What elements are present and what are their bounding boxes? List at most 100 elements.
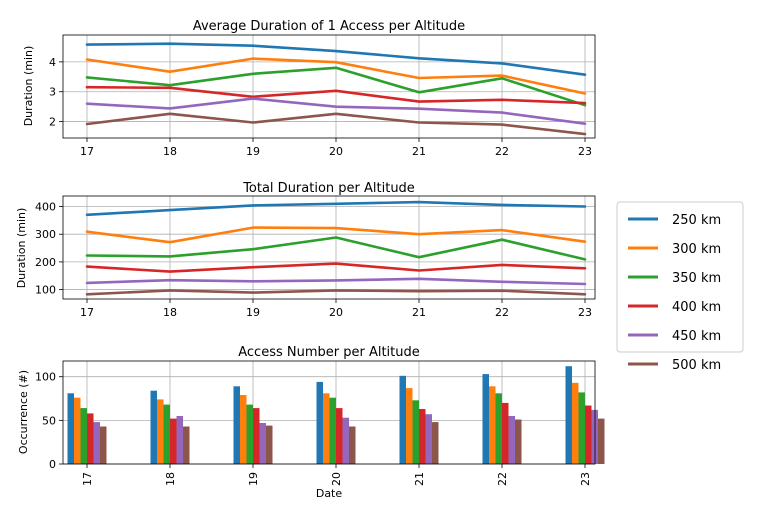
bar-350-km [80,408,87,464]
bar-450-km [93,422,100,464]
series-line-400-km [85,262,587,273]
y-tick-label: 100 [35,371,56,384]
bar-250-km [399,375,406,464]
x-tick-label: 21 [412,145,426,158]
legend-label: 400 km [672,300,721,315]
bar-350-km [578,392,585,464]
legend-label: 250 km [672,213,721,228]
y-ticks: 100 200 300 400 [35,201,63,297]
y-ticks: 0 50 100 [35,371,63,471]
x-tick-label: 20 [329,145,343,158]
legend-label: 450 km [672,329,721,344]
y-ticks: 2 3 4 [49,56,63,129]
panel-total-duration: 100 200 300 400 17 18 19 20 21 22 23 Total Durati… [15,181,596,319]
series-line-250-km [85,42,587,76]
legend-label: 350 km [672,271,721,286]
x-tick-label: 23 [578,306,592,319]
bar-450-km [342,417,349,464]
bar-500-km [515,419,522,464]
bar-300-km [406,388,413,464]
bar-500-km [100,426,107,464]
bar-350-km [412,400,419,464]
y-tick-label: 3 [49,86,56,99]
series-line-500-km [85,112,587,136]
series-line-450-km [85,97,587,125]
x-axis-label: Date [316,487,343,500]
series-line-300-km [85,57,587,95]
legend-frame [616,201,744,353]
legend-label: 500 km [672,358,721,373]
x-tick-label: 20 [330,472,343,486]
bar-500-km [432,422,439,464]
y-axis-label: Duration (min) [22,46,35,127]
x-tick-label: 18 [164,472,177,486]
y-axis-label: Duration (min) [15,208,28,289]
series-lines [85,200,587,296]
y-tick-label: 50 [42,414,56,427]
y-tick-label: 4 [49,56,56,69]
bar-400-km [585,405,592,464]
bar-250-km [150,390,157,464]
x-tick-label: 23 [578,145,592,158]
y-tick-label: 300 [35,228,56,241]
bar-400-km [87,413,94,464]
bar-250-km [482,374,489,464]
bar-300-km [489,386,496,464]
chart-title: Average Duration of 1 Access per Altitud… [193,19,465,34]
x-tick-label: 19 [246,145,260,158]
bar-450-km [259,423,266,464]
bar-300-km [157,399,164,464]
y-tick-label: 0 [49,458,56,471]
x-tick-label: 21 [412,306,426,319]
x-tick-label: 17 [80,306,94,319]
series-line-350-km [85,66,587,107]
chart-title: Total Duration per Altitude [242,181,415,196]
x-tick-label: 21 [413,472,426,486]
bar-250-km [316,381,323,464]
series-lines [85,42,587,136]
bar-450-km [425,414,432,464]
axes-frame [62,360,596,465]
bar-350-km [329,397,336,464]
panel-access-number: 0 50 100 17 18 19 20 21 22 23 Access Number per … [17,345,605,500]
bar-500-km [266,425,273,464]
y-axis-label: Occurrence (#) [17,370,30,454]
series-line-350-km [85,236,587,261]
bar-250-km [67,393,74,464]
bar-300-km [74,397,81,464]
bar-300-km [572,382,579,464]
x-tick-label: 17 [80,145,94,158]
axes-frame [62,195,596,300]
bar-450-km [508,416,515,464]
series-line-300-km [85,226,587,244]
bar-500-km [349,426,356,464]
x-tick-label: 18 [163,145,177,158]
series-line-400-km [85,85,587,105]
y-tick-label: 200 [35,256,56,269]
bars [67,366,605,464]
x-tick-label: 19 [247,472,260,486]
bar-300-km [240,395,247,464]
x-tick-label: 18 [163,306,177,319]
x-tick-label: 19 [246,306,260,319]
axes-frame [62,34,596,139]
x-tick-label: 17 [81,472,94,486]
bar-500-km [183,426,190,464]
bar-300-km [323,393,330,464]
bar-400-km [253,408,260,464]
bar-250-km [565,366,572,464]
legend: 250 km 300 km 350 km 400 km 450 km 500 km [616,201,744,373]
legend-label: 300 km [672,242,721,257]
x-ticks: 17 18 19 20 21 22 23 [80,299,592,319]
series-line-500-km [85,289,587,296]
x-ticks: 17 18 19 20 21 22 23 [80,138,592,158]
x-tick-label: 22 [495,145,509,158]
series-line-250-km [85,200,587,217]
bar-400-km [170,418,177,464]
x-tick-label: 22 [496,472,509,486]
y-tick-label: 100 [35,284,56,297]
bar-400-km [419,409,426,464]
bar-250-km [233,386,240,464]
x-tick-label: 20 [329,306,343,319]
